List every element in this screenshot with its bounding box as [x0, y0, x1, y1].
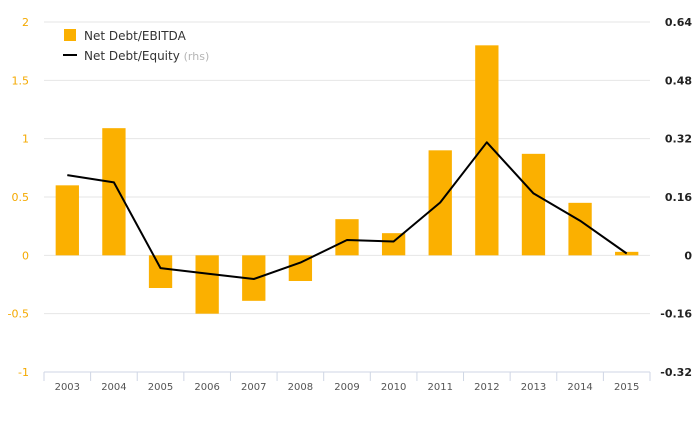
grid [44, 21, 650, 315]
y-left-tick-label: 1 [22, 133, 29, 146]
bar [335, 219, 359, 256]
x-tick-label: 2005 [148, 382, 173, 393]
bar [568, 202, 592, 256]
y-right-tick-label: 0.16 [665, 191, 692, 204]
bar [288, 255, 313, 281]
y-right-tick-label: -0.32 [660, 366, 692, 379]
legend-label-line-suffix: (rhs) [184, 50, 210, 63]
legend: Net Debt/EBITDA Net Debt/Equity (rhs) [63, 29, 209, 63]
x-tick-label: 2006 [194, 382, 219, 393]
x-tick-label: 2011 [428, 382, 453, 393]
x-tick-label: 2013 [521, 382, 546, 393]
x-tick-label: 2015 [614, 382, 639, 393]
y-left-tick-label: -1 [18, 366, 29, 379]
bar [475, 45, 499, 256]
bar [521, 153, 546, 256]
y-left-tick-label: -0.5 [8, 308, 29, 321]
y-right-tick-label: -0.16 [660, 308, 692, 321]
x-tick-label: 2004 [101, 382, 126, 393]
bar [148, 255, 173, 288]
bars [55, 45, 639, 314]
bar [381, 233, 406, 256]
bar [195, 255, 219, 314]
x-tick-label: 2014 [567, 382, 592, 393]
bar [55, 185, 79, 256]
y-right-tick-label: 0.48 [665, 74, 692, 87]
line-series-path [67, 141, 628, 280]
legend-swatch-bar [64, 29, 76, 41]
y-left-tick-label: 0 [22, 249, 29, 262]
bar [615, 251, 639, 256]
y-right-tick-label: 0 [684, 249, 692, 262]
bar [102, 128, 126, 256]
y-left-tick-label: 1.5 [12, 74, 30, 87]
x-tick-label: 2009 [334, 382, 359, 393]
legend-label-bar: Net Debt/EBITDA [84, 29, 187, 43]
y-right-tick-label: 0.64 [665, 16, 692, 29]
y-left-tick-label: 0.5 [12, 191, 30, 204]
line-series [67, 141, 628, 280]
y-right-tick-label: 0.32 [665, 133, 692, 146]
x-tick-label: 2008 [288, 382, 313, 393]
legend-label-line: Net Debt/Equity (rhs) [84, 49, 209, 63]
x-tick-label: 2010 [381, 382, 406, 393]
y-left-tick-label: 2 [22, 16, 29, 29]
x-tick-label: 2007 [241, 382, 266, 393]
legend-label-line-name: Net Debt/Equity [84, 49, 180, 63]
x-tick-label: 2012 [474, 382, 499, 393]
x-tick-label: 2003 [55, 382, 80, 393]
axes: -1 -0.5 0 0.5 1 1.5 2 -0.32 -0.16 0 0.16 0.32 0.48 0.… [8, 16, 693, 393]
